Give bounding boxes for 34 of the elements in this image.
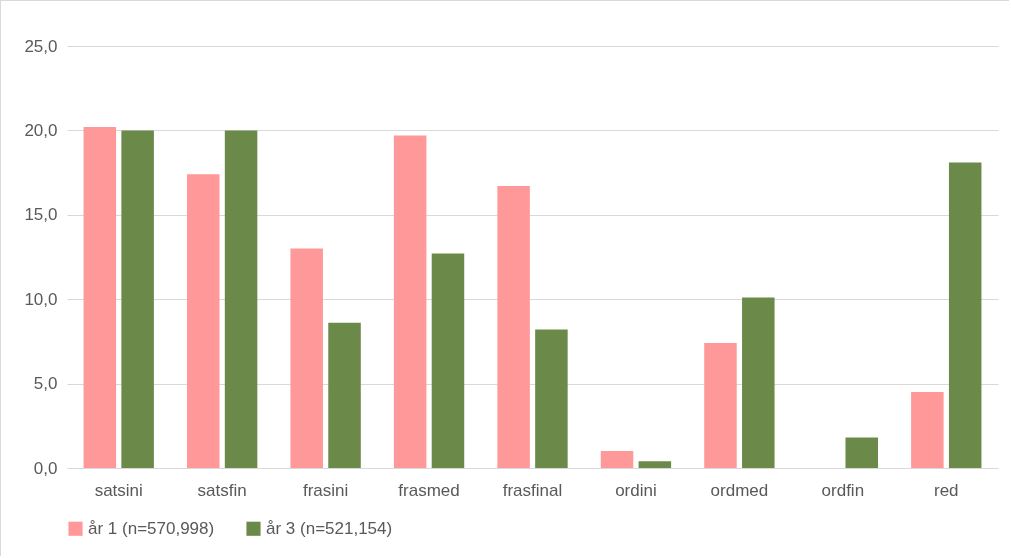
x-tick-label: frasfinal — [502, 480, 563, 500]
y-tick-label: 5,0 — [33, 374, 58, 394]
bar — [600, 451, 634, 468]
legend-label: år 1 (n=570,998) — [88, 518, 215, 538]
bar — [187, 174, 220, 468]
bar — [638, 461, 672, 468]
y-tick-label: 10,0 — [24, 289, 58, 309]
bar — [535, 329, 568, 468]
bar — [224, 130, 258, 468]
bar — [393, 135, 427, 468]
x-tick-label: red — [933, 480, 959, 500]
y-tick-label: 20,0 — [24, 120, 58, 140]
x-tick-label: frasmed — [398, 480, 460, 500]
bar — [742, 297, 775, 468]
y-tick-label: 25,0 — [24, 36, 58, 56]
x-tick-label: satsini — [94, 480, 143, 500]
bar — [704, 343, 737, 468]
x-tick-label: ordmed — [710, 480, 769, 500]
bar — [328, 322, 361, 468]
x-tick-label: ordfin — [821, 480, 865, 500]
x-tick-label: satsfin — [197, 480, 247, 500]
x-tick-label: frasini — [302, 480, 349, 500]
bar — [290, 248, 323, 468]
bar — [121, 130, 154, 468]
bar — [83, 127, 117, 468]
bar — [431, 253, 465, 468]
bar — [948, 162, 982, 468]
y-tick-label: 0,0 — [33, 458, 58, 478]
legend-label: år 3 (n=521,154) — [266, 518, 393, 538]
x-tick-label: ordini — [615, 480, 657, 500]
bar — [845, 437, 878, 468]
bar — [497, 186, 530, 468]
bar — [911, 392, 944, 468]
y-tick-label: 15,0 — [24, 205, 58, 225]
